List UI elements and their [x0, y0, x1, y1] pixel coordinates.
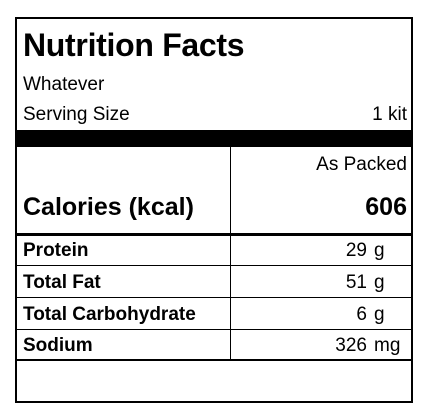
nutrient-unit-protein: g [374, 240, 385, 261]
column-header: As Packed [316, 154, 407, 175]
nutrient-label-sodium: Sodium [23, 335, 93, 356]
thick-divider [17, 130, 411, 147]
nutrient-amount-sodium: 326 [335, 335, 367, 356]
nutrient-unit-total-fat: g [374, 272, 385, 293]
nutrient-amount-total-fat: 51 [345, 272, 367, 293]
label-title: Nutrition Facts [23, 27, 245, 63]
row-divider [17, 265, 411, 266]
product-name: Whatever [23, 74, 105, 95]
serving-size-value: 1 kit [372, 104, 407, 125]
nutrient-amount-total-carbohydrate: 6 [356, 304, 367, 325]
nutrient-label-protein: Protein [23, 240, 89, 261]
nutrient-label-total-carbohydrate: Total Carbohydrate [23, 304, 196, 325]
row-divider [17, 329, 411, 330]
nutrition-facts-label: Nutrition Facts Whatever Serving Size 1 … [15, 17, 413, 403]
nutrient-label-total-fat: Total Fat [23, 272, 101, 293]
column-divider [230, 147, 231, 359]
calories-value: 606 [365, 193, 407, 221]
footer-divider [17, 359, 411, 361]
nutrient-unit-total-carbohydrate: g [374, 304, 385, 325]
row-divider [17, 297, 411, 298]
serving-size-label: Serving Size [23, 104, 130, 125]
calories-divider [17, 233, 411, 236]
nutrient-amount-protein: 29 [345, 240, 367, 261]
nutrient-unit-sodium: mg [374, 335, 401, 356]
calories-label: Calories (kcal) [23, 193, 194, 221]
